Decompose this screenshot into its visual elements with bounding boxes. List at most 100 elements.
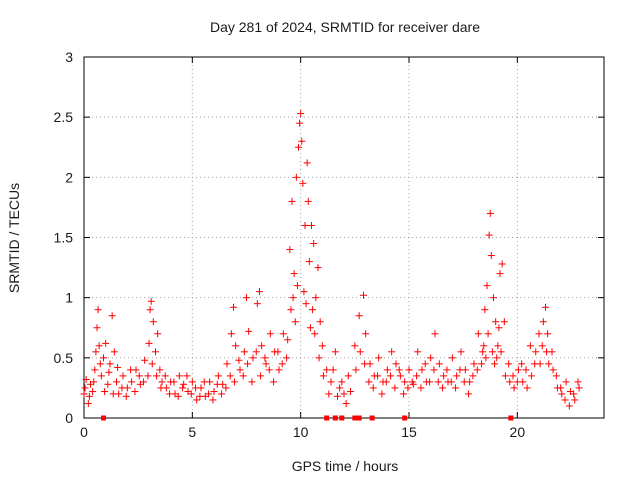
data-point xyxy=(375,354,383,362)
data-point xyxy=(300,288,308,296)
data-point xyxy=(141,356,149,364)
data-point xyxy=(378,390,386,398)
data-point xyxy=(101,415,106,421)
data-point xyxy=(258,342,266,350)
data-point xyxy=(351,342,359,350)
data-point xyxy=(140,378,148,386)
data-point-zero xyxy=(508,415,514,421)
data-point xyxy=(316,318,324,326)
data-point-zero xyxy=(356,415,362,421)
data-point xyxy=(382,378,390,386)
x-tick-label: 0 xyxy=(80,424,88,440)
data-point xyxy=(144,372,152,380)
data-point xyxy=(426,378,434,386)
data-point xyxy=(166,390,174,398)
data-point xyxy=(127,366,135,374)
data-point xyxy=(323,366,331,374)
data-point xyxy=(402,415,408,421)
data-point xyxy=(457,348,465,356)
data-point xyxy=(89,388,97,396)
data-point xyxy=(114,363,122,371)
data-point xyxy=(146,306,154,314)
data-point xyxy=(481,306,489,314)
data-point xyxy=(235,356,243,364)
data-point xyxy=(210,388,218,396)
y-tick-label: 3 xyxy=(65,49,73,65)
data-point xyxy=(278,360,286,368)
data-point xyxy=(84,400,92,408)
data-point xyxy=(340,390,348,398)
data-point xyxy=(526,342,534,350)
data-point xyxy=(158,378,166,386)
data-point xyxy=(356,348,364,356)
data-point-zero xyxy=(332,415,338,421)
data-point xyxy=(448,354,456,362)
data-point xyxy=(102,339,110,347)
data-point xyxy=(287,306,295,314)
data-point xyxy=(383,366,391,374)
data-point xyxy=(405,366,413,374)
data-point-zero xyxy=(339,415,345,421)
data-point xyxy=(231,378,239,386)
data-point xyxy=(105,368,113,376)
y-tick-label: 2 xyxy=(65,169,73,185)
x-tick-label: 10 xyxy=(293,424,309,440)
y-axis-label: SRMTID / TECUs xyxy=(6,183,22,293)
data-point xyxy=(479,348,487,356)
data-point xyxy=(544,330,552,338)
data-point xyxy=(253,300,261,308)
data-point xyxy=(290,270,298,278)
data-point xyxy=(545,360,553,368)
data-point xyxy=(519,378,527,386)
data-point xyxy=(327,378,335,386)
data-point xyxy=(342,400,350,408)
data-point xyxy=(352,366,360,374)
data-point xyxy=(495,324,503,332)
data-point xyxy=(153,372,161,380)
data-point xyxy=(391,384,399,392)
data-point xyxy=(154,330,162,338)
data-point xyxy=(500,318,508,326)
data-point xyxy=(279,330,287,338)
data-point xyxy=(266,330,274,338)
data-point xyxy=(440,372,448,380)
data-point xyxy=(209,396,217,404)
data-point xyxy=(289,294,297,302)
x-axis-label: GPS time / hours xyxy=(292,458,399,474)
chart-title: Day 281 of 2024, SRMTID for receiver dar… xyxy=(210,19,480,35)
data-point xyxy=(292,173,300,181)
data-point xyxy=(488,348,496,356)
data-point xyxy=(227,330,235,338)
data-point-zero xyxy=(101,415,106,421)
data-point xyxy=(222,384,230,392)
data-point xyxy=(223,360,231,368)
data-point xyxy=(188,378,196,386)
data-point xyxy=(92,348,100,356)
data-point xyxy=(187,390,195,398)
data-point xyxy=(408,378,416,386)
data-point xyxy=(145,339,153,347)
data-point-zero xyxy=(324,415,330,421)
data-point xyxy=(549,366,557,374)
data-point xyxy=(118,384,126,392)
data-point xyxy=(452,384,460,392)
data-point xyxy=(90,378,98,386)
data-point xyxy=(270,378,278,386)
data-point xyxy=(474,330,482,338)
data-point xyxy=(365,378,373,386)
data-point xyxy=(336,384,344,392)
data-point xyxy=(486,209,494,217)
data-point xyxy=(360,291,367,299)
data-point xyxy=(301,221,309,229)
data-point xyxy=(324,415,330,421)
data-point xyxy=(257,372,265,380)
data-point xyxy=(213,380,221,388)
data-point xyxy=(561,396,569,404)
data-point-zero xyxy=(352,415,358,421)
data-point xyxy=(91,366,99,374)
axes: 0 5 10 15 20 0 0.5 1 1.5 2 2.5 3 xyxy=(54,49,605,440)
data-point xyxy=(465,390,473,398)
data-point xyxy=(535,330,543,338)
data-point-zero xyxy=(402,415,408,421)
